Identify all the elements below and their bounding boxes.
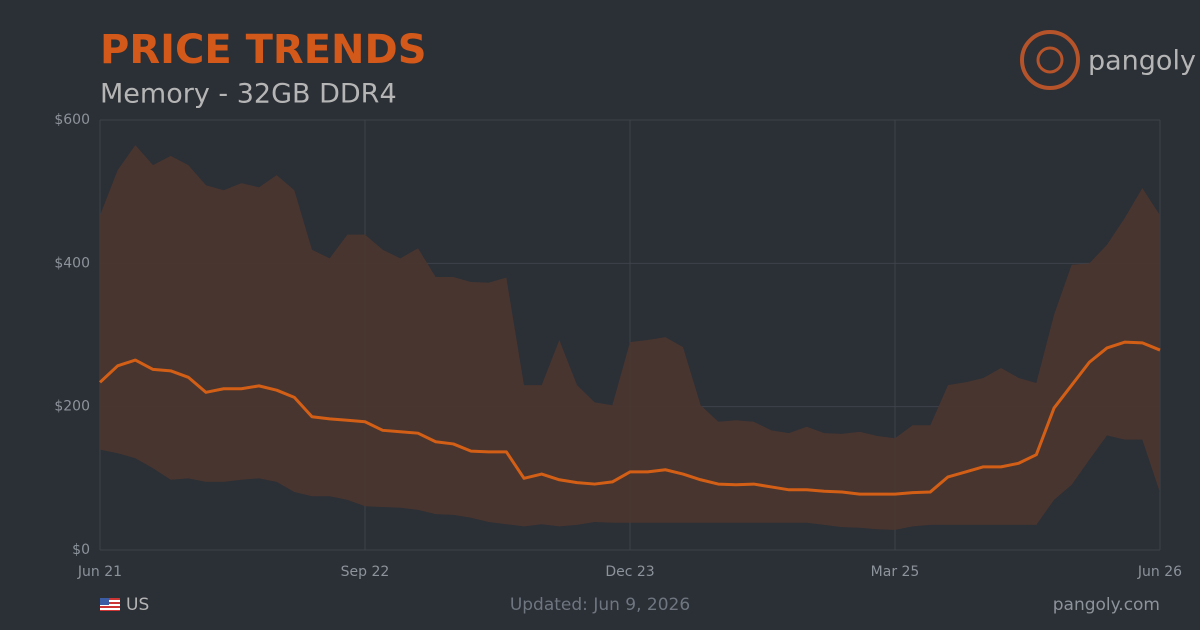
flag-stripe <box>100 602 120 604</box>
price-line <box>98 340 1161 496</box>
brand: pangoly <box>1088 46 1196 77</box>
logo-icon-inner <box>1036 46 1064 74</box>
y-tick-label: $200 <box>54 399 90 415</box>
site: pangoly.com <box>1053 595 1160 615</box>
flag-stripe <box>100 598 120 600</box>
logo: pangoly <box>1020 30 1196 90</box>
flag-stripe <box>100 610 120 611</box>
x-tick-label: Jun 21 <box>77 564 122 580</box>
x-tick-label: Dec 23 <box>605 564 654 580</box>
chart-subtitle: Memory - 32GB DDR4 <box>100 79 397 110</box>
logo-icon <box>1020 30 1080 90</box>
x-tick-label: Jun 26 <box>1137 564 1182 580</box>
y-tick-label: $400 <box>54 255 90 271</box>
x-tick-label: Mar 25 <box>871 564 920 580</box>
flag-canton <box>100 598 109 605</box>
region: US <box>126 595 149 615</box>
price-range <box>100 145 1160 530</box>
y-tick-label: $0 <box>72 542 90 558</box>
chart-title: PRICE TRENDS <box>100 27 427 73</box>
x-tick-label: Sep 22 <box>341 564 390 580</box>
flag-stripe <box>100 606 120 608</box>
updated: Updated: Jun 9, 2026 <box>510 595 690 615</box>
flag <box>100 598 120 611</box>
y-tick-label: $600 <box>54 112 90 128</box>
